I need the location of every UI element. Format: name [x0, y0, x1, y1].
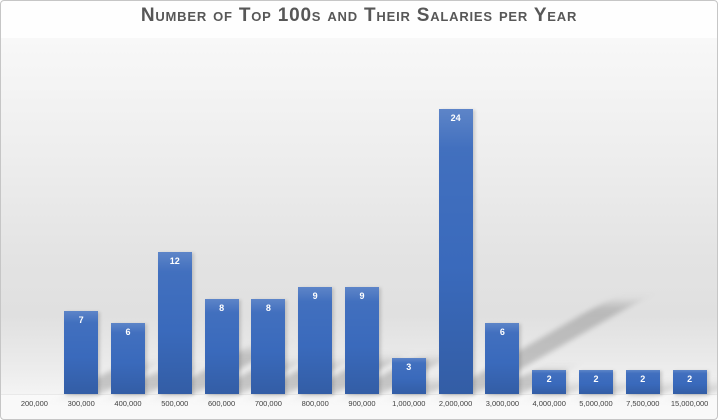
plot-area: 7 6 12 8 8 9 9 3 24 6 2 2 2 2	[1, 38, 717, 395]
x-tick-label: 7,500,000	[626, 399, 660, 408]
x-tick-label: 600,000	[208, 399, 236, 408]
bar: 8	[204, 299, 239, 394]
bar: 24	[438, 109, 473, 394]
bar-value-label: 12	[169, 256, 180, 266]
bar: 8	[251, 299, 286, 394]
bar: 6	[111, 323, 145, 394]
bar-value-label: 8	[219, 303, 225, 313]
bar-value-label: 8	[265, 303, 271, 313]
x-tick-label: 2,000,000	[438, 399, 473, 408]
bar-value-label: 2	[640, 374, 646, 384]
bar: 2	[625, 370, 660, 394]
bar: 6	[485, 323, 520, 394]
x-tick-label: 700,000	[254, 399, 282, 408]
x-tick-label: 4,000,000	[532, 399, 566, 408]
x-tick-label: 300,000	[67, 399, 95, 408]
bar-value-label: 2	[546, 374, 552, 384]
bar-value-label: 2	[687, 374, 693, 384]
chart-title: Number of Top 100s and Their Salaries pe…	[140, 5, 578, 26]
bar-value-label: 6	[125, 327, 131, 337]
bar-value-label: 9	[312, 291, 318, 301]
x-tick-label: 900,000	[348, 399, 376, 408]
bar: 9	[298, 287, 333, 394]
bar-value-label: 6	[499, 327, 505, 337]
bar-value-label: 9	[359, 291, 365, 301]
x-tick-label: 800,000	[301, 399, 329, 408]
bar: 2	[672, 370, 707, 394]
bar: 2	[579, 370, 613, 394]
x-tick-label: 15,000,000	[670, 399, 709, 408]
bar: 3	[391, 358, 426, 394]
bar-value-label: 2	[593, 374, 599, 384]
x-tick-label: 3,000,000	[485, 399, 520, 408]
bar: 7	[64, 311, 99, 394]
bar: 2	[532, 370, 567, 394]
x-tick-label: 200,000	[20, 399, 48, 408]
x-tick-label: 500,000	[161, 399, 189, 408]
bar-value-label: 24	[450, 113, 461, 123]
bar: 12	[157, 252, 192, 394]
bar: 9	[345, 287, 379, 394]
x-axis: 200,000 300,000 400,000 500,000 600,000 700,0…	[1, 395, 717, 419]
x-tick-label: 400,000	[114, 399, 142, 408]
x-tick-label: 1,000,000	[392, 399, 426, 408]
x-tick-label: 5,000,000	[579, 399, 613, 408]
bar-value-label: 7	[78, 315, 84, 325]
bar-value-label: 3	[406, 362, 412, 372]
